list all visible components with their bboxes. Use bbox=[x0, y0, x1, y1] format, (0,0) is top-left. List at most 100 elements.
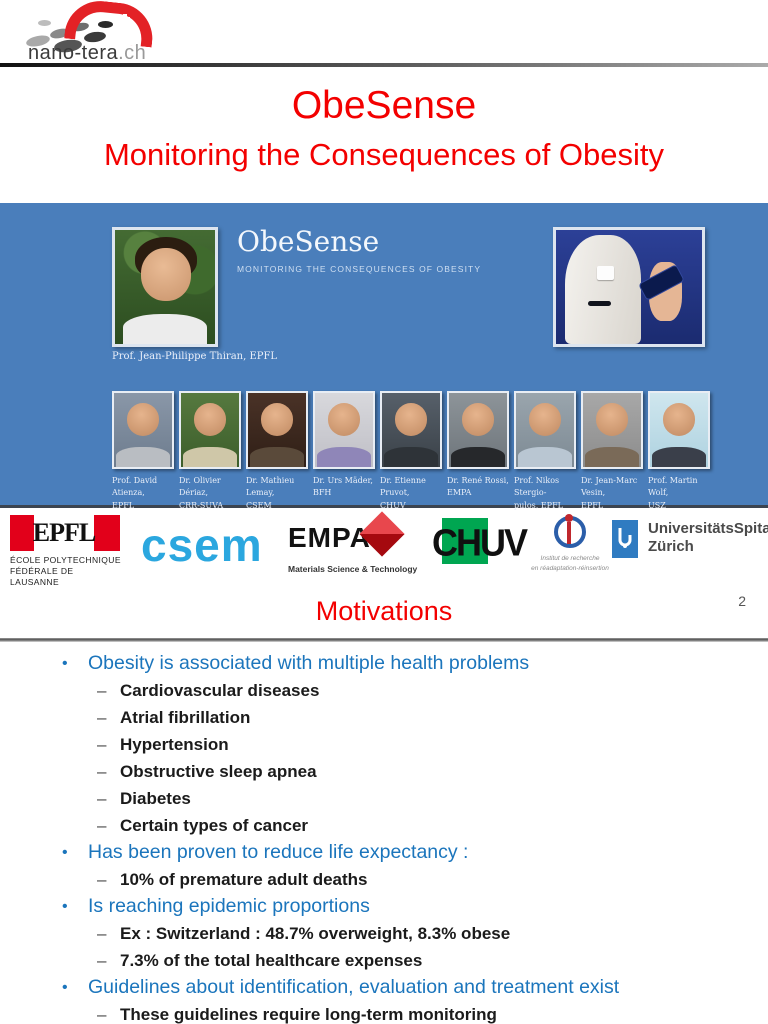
team-member: Prof. David Atienza, EPFL bbox=[112, 391, 174, 512]
bullet-dot-icon: • bbox=[62, 654, 68, 672]
slide2-title-divider bbox=[0, 638, 768, 642]
photo-detail bbox=[123, 314, 207, 344]
bullet-item: –10% of premature adult deaths bbox=[97, 869, 368, 889]
member-caption: Dr. Urs Mäder, BFH bbox=[313, 476, 373, 498]
banner-heading: ObeSense MONITORING THE CONSEQUENCES OF … bbox=[237, 225, 481, 274]
usz-logo: UniversitätsSpital Zürich bbox=[612, 520, 768, 558]
member-caption: Prof. Nikos Stergio-pulos, EPFL bbox=[514, 476, 563, 510]
header-divider bbox=[0, 63, 768, 67]
nano-tera-wordmark: nano-tera.ch bbox=[28, 42, 146, 65]
epfl-logo-mark: EPFL bbox=[10, 515, 120, 551]
photo-detail bbox=[141, 248, 191, 301]
project-banner: Prof. Jean-Philippe Thiran, EPFL ObeSens… bbox=[0, 203, 768, 510]
member-photo bbox=[447, 391, 509, 469]
logo-name: nano-tera bbox=[28, 42, 119, 64]
empa-logo: EMPA Materials Science & Technology bbox=[288, 511, 418, 574]
bullet-dot-icon: • bbox=[62, 897, 68, 915]
team-member: Dr. René Rossi, EMPA bbox=[447, 391, 509, 512]
member-photo bbox=[313, 391, 375, 469]
member-caption: Dr. Jean-Marc Vesin, EPFL bbox=[581, 476, 638, 510]
usz-logo-mark bbox=[612, 520, 638, 558]
bullet-item: – Atrial fibrillation bbox=[97, 707, 251, 727]
slide1-subtitle: Monitoring the Consequences of Obesity bbox=[103, 137, 665, 172]
bullet-dash-icon: – bbox=[97, 950, 107, 970]
bullet-item: – These guidelines require long-term moni… bbox=[97, 1004, 497, 1024]
member-caption: Dr. Mathieu Lemay, CSEM bbox=[246, 476, 295, 510]
member-photo bbox=[581, 391, 643, 469]
member-photo bbox=[514, 391, 576, 469]
partner-logos-row: EPFL ÉCOLE POLYTECHNIQUE FÉDÉRALE DE LAUS… bbox=[0, 510, 768, 588]
member-caption: Dr. Etienne Pruvot, CHUV bbox=[380, 476, 426, 510]
chuv-green-square-icon bbox=[442, 518, 488, 564]
photo-detail bbox=[564, 234, 641, 344]
slide1-title: ObeSense bbox=[291, 84, 477, 127]
slide2-bullet-list: • Obesity is associated with multiple hea… bbox=[0, 650, 768, 1024]
photo-detail bbox=[588, 300, 612, 307]
pebble-icon bbox=[98, 21, 113, 28]
nano-tera-logo bbox=[25, 0, 156, 64]
team-member: Dr. Urs Mäder, BFH bbox=[313, 391, 375, 512]
team-member: Dr. Olivier Dériaz, CRR-SUVA bbox=[179, 391, 241, 512]
epfl-caption: ÉCOLE POLYTECHNIQUE FÉDÉRALE DE LAUSANNE bbox=[10, 555, 121, 588]
bullet-dash-icon: – bbox=[97, 1004, 107, 1024]
team-member: Dr. Mathieu Lemay, CSEM bbox=[246, 391, 308, 512]
usz-caption: UniversitätsSpital Zürich bbox=[648, 520, 768, 555]
member-caption: Prof. David Atienza, EPFL bbox=[112, 476, 158, 510]
team-photo-strip: Prof. David Atienza, EPFL Dr. Olivier Dér… bbox=[112, 391, 710, 512]
member-photo bbox=[246, 391, 308, 469]
bullet-dash-icon: – bbox=[97, 869, 107, 889]
bullet-item: • Obesity is associated with multiple hea… bbox=[62, 652, 530, 674]
bullet-dot-icon: • bbox=[62, 978, 68, 996]
irr-caption: Institut de recherche en réadaptation-réi… bbox=[531, 555, 609, 572]
member-caption: Dr. René Rossi, EMPA bbox=[447, 476, 509, 498]
bullet-item: –7.3% of the total healthcare expenses bbox=[97, 950, 423, 970]
bullet-item: – Cardiovascular diseases bbox=[97, 680, 320, 700]
csem-logo: csem bbox=[141, 519, 263, 571]
bullet-dash-icon: – bbox=[97, 734, 107, 754]
bullet-item: • Has been proven to reduce life expectan… bbox=[62, 841, 469, 863]
epfl-logo: EPFL ÉCOLE POLYTECHNIQUE FÉDÉRALE DE LAUS… bbox=[10, 515, 122, 588]
chuv-logo: CHUV bbox=[432, 514, 552, 570]
swiss-cross-icon bbox=[118, 12, 132, 26]
bullet-dash-icon: – bbox=[97, 707, 107, 727]
banner-title: ObeSense bbox=[237, 225, 380, 258]
team-member: Dr. Jean-Marc Vesin, EPFL bbox=[581, 391, 643, 512]
member-photo bbox=[380, 391, 442, 469]
bullet-item: – Hypertension bbox=[97, 734, 229, 754]
slide2-title: Motivations bbox=[315, 596, 453, 626]
sensor-shirt-photo bbox=[553, 227, 705, 347]
bullet-dash-icon: – bbox=[97, 680, 107, 700]
member-photo bbox=[112, 391, 174, 469]
bullet-item: – Diabetes bbox=[97, 788, 191, 808]
bullet-item: – Ex : Switzerland : 48.7% overweight, 8.… bbox=[97, 923, 511, 943]
empa-wordmark: EMPA bbox=[288, 522, 371, 553]
irr-logo-mark bbox=[552, 514, 588, 550]
member-caption: Dr. Olivier Dériaz, CRR-SUVA bbox=[179, 476, 224, 510]
pi-photo bbox=[112, 227, 218, 347]
team-member: Prof. Nikos Stergio-pulos, EPFL bbox=[514, 391, 576, 512]
chuv-wordmark: CHUV bbox=[432, 520, 528, 564]
pi-caption: Prof. Jean-Philippe Thiran, EPFL bbox=[112, 351, 278, 362]
member-caption: Prof. Martin Wolf, USZ bbox=[648, 476, 698, 510]
bullet-item: – Obstructive sleep apnea bbox=[97, 761, 317, 781]
empa-caption: Materials Science & Technology bbox=[288, 564, 418, 574]
bullet-dot-icon: • bbox=[62, 843, 68, 861]
bullet-dash-icon: – bbox=[97, 788, 107, 808]
page-number: 2 bbox=[738, 593, 746, 609]
photo-detail bbox=[596, 266, 615, 281]
bullet-item: • Is reaching epidemic proportions bbox=[62, 895, 370, 917]
bullet-dash-icon: – bbox=[97, 815, 107, 835]
team-member: Dr. Etienne Pruvot, CHUV bbox=[380, 391, 442, 512]
team-member: Prof. Martin Wolf, USZ bbox=[648, 391, 710, 512]
banner-subtitle: MONITORING THE CONSEQUENCES OF OBESITY bbox=[237, 264, 482, 274]
pebble-icon bbox=[38, 20, 51, 26]
bullet-dash-icon: – bbox=[97, 761, 107, 781]
bullet-item: – Certain types of cancer bbox=[97, 815, 309, 835]
irr-logo: Institut de recherche en réadaptation-réi… bbox=[518, 514, 622, 574]
bullet-dash-icon: – bbox=[97, 923, 107, 943]
member-photo bbox=[179, 391, 241, 469]
logo-tld: .ch bbox=[118, 42, 147, 64]
bullet-item: • Guidelines about identification, evalua… bbox=[62, 976, 620, 998]
member-photo bbox=[648, 391, 710, 469]
